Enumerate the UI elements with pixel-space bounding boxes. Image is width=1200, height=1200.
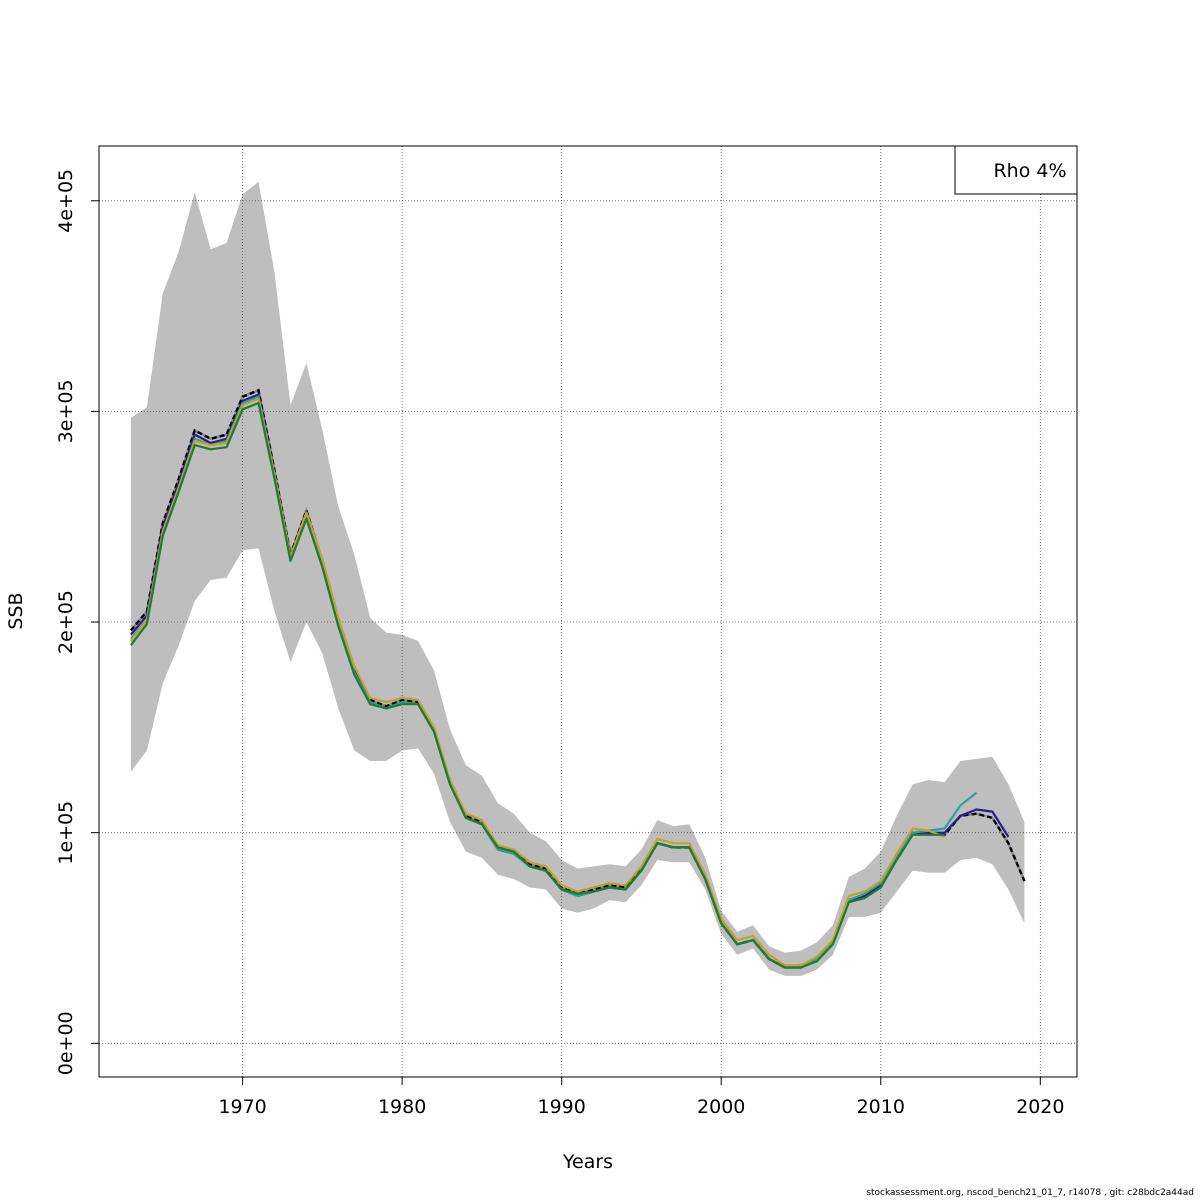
x-axis: 1970 1980 1990 2000 2010 2020 [218, 1077, 1064, 1118]
y-tick-label: 0e+00 [55, 1011, 77, 1075]
x-tick-label: 1980 [378, 1096, 426, 1118]
x-tick-label: 2010 [857, 1096, 905, 1118]
x-tick-label: 1970 [218, 1096, 266, 1118]
footer-credit: stockassessment.org, nscod_bench21_01_7,… [866, 1188, 1194, 1198]
x-tick-label: 2020 [1016, 1096, 1064, 1118]
x-tick-label: 2000 [697, 1096, 745, 1118]
legend: Rho 4% [954, 145, 1078, 195]
y-tick-label: 4e+05 [55, 169, 77, 233]
y-tick-label: 2e+05 [55, 590, 77, 654]
x-tick-label: 1990 [537, 1096, 585, 1118]
series-lines [129, 388, 1026, 969]
legend-text: Rho 4% [993, 160, 1066, 182]
y-axis-label: SSB [5, 592, 27, 629]
y-axis: 0e+00 1e+05 2e+05 3e+05 4e+05 [55, 169, 99, 1075]
y-tick-label: 3e+05 [55, 379, 77, 443]
legend-box [954, 145, 1078, 195]
confidence-band-area [130, 181, 1025, 976]
confidence-band [130, 181, 1025, 976]
series-line-5 [130, 401, 945, 969]
y-tick-label: 1e+05 [55, 801, 77, 865]
x-axis-label: Years [562, 1151, 613, 1173]
plot-frame [98, 145, 1078, 1078]
